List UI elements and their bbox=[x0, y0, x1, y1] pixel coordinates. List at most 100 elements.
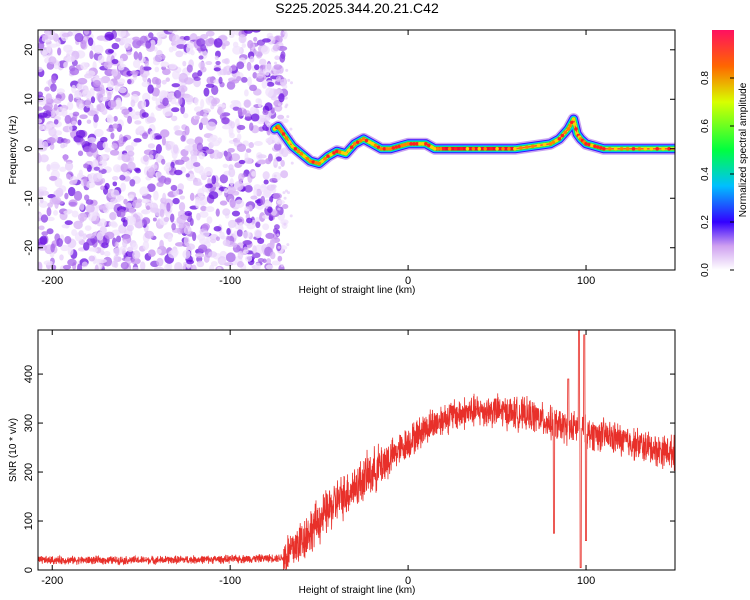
heatmap-cell bbox=[247, 39, 254, 49]
heatmap-cell bbox=[46, 216, 55, 222]
heatmap-cell bbox=[204, 38, 214, 47]
heatmap-cell bbox=[226, 227, 231, 235]
heatmap-cell bbox=[182, 60, 187, 67]
heatmap-cell bbox=[186, 138, 196, 145]
heatmap-cell bbox=[39, 154, 49, 163]
heatmap-cell bbox=[127, 246, 134, 253]
heatmap-cell bbox=[120, 163, 129, 173]
heatmap-cell bbox=[141, 209, 148, 215]
heatmap-cell bbox=[66, 173, 72, 180]
heatmap-cell bbox=[224, 151, 233, 162]
heatmap-cell bbox=[203, 87, 210, 97]
heatmap-cell bbox=[56, 238, 63, 247]
heatmap-cell bbox=[110, 198, 118, 204]
ridge-peak bbox=[329, 152, 333, 157]
heatmap-cell bbox=[205, 183, 213, 189]
heatmap-cell bbox=[276, 141, 280, 145]
ridge-peak bbox=[379, 146, 384, 151]
heatmap-cell bbox=[84, 73, 94, 79]
heatmap-cell bbox=[142, 73, 148, 83]
ridge-peak bbox=[397, 144, 402, 149]
colorbar-tick-label: 0.8 bbox=[700, 71, 711, 85]
heatmap-cell bbox=[287, 78, 291, 82]
ridge-peak bbox=[569, 120, 574, 125]
heatmap-cell bbox=[119, 57, 124, 67]
heatmap-cell bbox=[276, 107, 280, 111]
figure-title: S225.2025.344.20.21.C42 bbox=[275, 0, 439, 16]
heatmap-cell bbox=[283, 196, 287, 200]
heatmap-cell bbox=[236, 260, 244, 268]
heatmap-cell bbox=[203, 113, 208, 119]
heatmap-cell bbox=[198, 55, 204, 60]
heatmap-cell bbox=[125, 145, 135, 152]
ridge-peak bbox=[382, 146, 387, 151]
heatmap-cell bbox=[195, 252, 205, 258]
heatmap-cell bbox=[244, 116, 253, 121]
heatmap-cell bbox=[155, 97, 161, 107]
heatmap-cell bbox=[206, 216, 213, 224]
heatmap-cell bbox=[200, 43, 207, 52]
heatmap-cell bbox=[200, 34, 209, 40]
top-y-axis-label: Frequency (Hz) bbox=[8, 116, 19, 185]
heatmap-cell bbox=[142, 66, 152, 71]
heatmap-cell bbox=[77, 263, 83, 270]
heatmap-cell bbox=[145, 40, 152, 49]
heatmap-cell bbox=[222, 239, 231, 247]
ridge-peak bbox=[367, 140, 372, 144]
snr-panel: -200 -100 0 100 0 100 200 300 400 Height of str… bbox=[8, 329, 676, 596]
heatmap-cell bbox=[225, 252, 236, 263]
heatmap-cell bbox=[226, 185, 237, 195]
ridge-peak bbox=[587, 142, 591, 147]
heatmap-cell bbox=[100, 185, 105, 191]
heatmap-cell bbox=[229, 132, 235, 139]
heatmap-cell bbox=[156, 257, 164, 267]
heatmap-cell bbox=[274, 224, 280, 230]
ridge-peak bbox=[412, 142, 416, 146]
bottom-x-ticks: -200 -100 0 100 bbox=[41, 330, 595, 587]
top-x-ticks: -200 -100 0 100 bbox=[41, 30, 595, 287]
heatmap-cell bbox=[162, 97, 169, 107]
heatmap-cell bbox=[174, 125, 181, 131]
heatmap-cell bbox=[90, 96, 96, 104]
heatmap-cell bbox=[176, 44, 187, 49]
heatmap-cell bbox=[230, 30, 236, 36]
heatmap-cell bbox=[180, 87, 185, 97]
heatmap-cell bbox=[193, 106, 203, 113]
ridge-peak bbox=[388, 146, 393, 151]
ridge-peak bbox=[326, 154, 330, 158]
heatmap-cell bbox=[253, 36, 258, 42]
heatmap-cell bbox=[249, 84, 258, 92]
heatmap-cell bbox=[266, 81, 275, 87]
heatmap-cell bbox=[255, 188, 263, 197]
heatmap-cell bbox=[178, 96, 183, 106]
heatmap-cell bbox=[281, 82, 285, 86]
heatmap-cell bbox=[97, 54, 105, 64]
heatmap-cell bbox=[148, 154, 154, 161]
heatmap-cell bbox=[168, 250, 178, 259]
heatmap-cell bbox=[228, 164, 234, 171]
heatmap-cell bbox=[67, 247, 74, 256]
ridge-peak bbox=[364, 138, 369, 143]
heatmap-cell bbox=[71, 84, 77, 94]
heatmap-cell bbox=[184, 125, 190, 136]
bottom-y-axis-label: SNR (10 * v/v) bbox=[8, 418, 19, 482]
heatmap-cell bbox=[230, 99, 241, 105]
heatmap-cell bbox=[153, 190, 159, 201]
heatmap-cell bbox=[284, 189, 288, 193]
heatmap-cell bbox=[64, 138, 71, 144]
x-tick-label: 0 bbox=[405, 275, 411, 287]
heatmap-cell bbox=[221, 117, 230, 125]
heatmap-cell bbox=[128, 194, 135, 200]
heatmap-cell bbox=[83, 163, 89, 169]
heatmap-cell bbox=[177, 183, 185, 191]
ridge-peak bbox=[391, 146, 396, 150]
heatmap-cell bbox=[283, 222, 287, 226]
heatmap-cell bbox=[234, 218, 243, 223]
ridge-peak bbox=[441, 146, 446, 151]
heatmap-cell bbox=[238, 34, 247, 44]
heatmap-cell bbox=[77, 212, 88, 222]
heatmap-cell bbox=[115, 37, 121, 42]
ridge-peak bbox=[667, 146, 671, 151]
heatmap-cell bbox=[205, 83, 215, 88]
